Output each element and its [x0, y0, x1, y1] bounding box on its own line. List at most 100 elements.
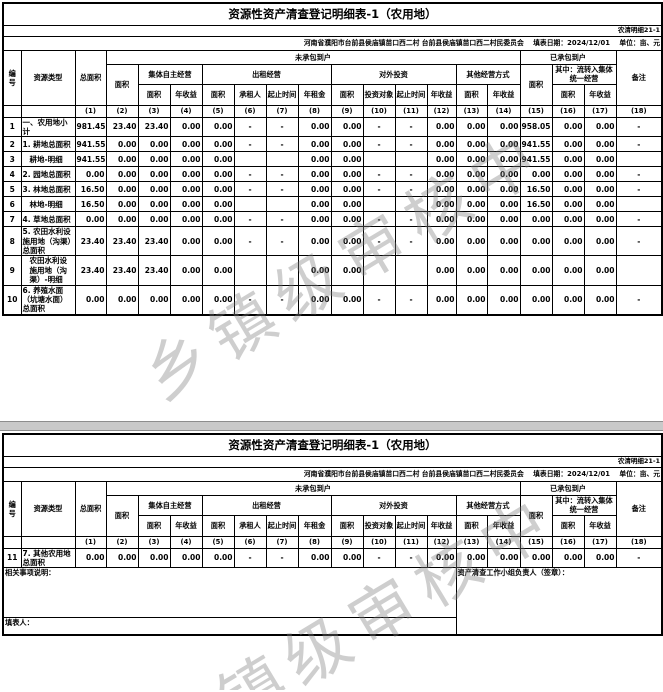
header-annual-income: 年收益 [583, 514, 617, 537]
column-number: (12) [426, 104, 457, 118]
data-cell: 0.00 [486, 547, 521, 569]
data-cell: 0.00 [551, 151, 585, 168]
resource-type-label: 1. 耕地总面积 [20, 136, 76, 153]
row-number: 9 [2, 255, 22, 286]
data-cell: 0.00 [583, 181, 617, 198]
data-cell: - [394, 547, 428, 569]
data-cell: 0.00 [74, 547, 107, 569]
data-cell: 0.00 [330, 226, 364, 257]
data-cell: 16.50 [519, 181, 553, 198]
data-cell: 0.00 [201, 116, 235, 138]
data-cell: 0.00 [201, 166, 235, 183]
data-cell: 0.00 [583, 151, 617, 168]
form-filler-section: 填表人： [2, 617, 457, 636]
data-cell: - [265, 211, 299, 228]
org-name: 河南省濮阳市台前县侯庙镇苗口西二村 台前县侯庙镇苗口西二村民委员会 [303, 38, 524, 47]
data-cell: 0.00 [74, 166, 107, 183]
data-cell: 0.00 [455, 136, 488, 153]
data-cell: 0.00 [201, 547, 235, 569]
column-number: (1) [74, 535, 107, 549]
header-col-no: 编 号 [2, 480, 22, 537]
header-start-end-time: 起止时间 [394, 83, 428, 106]
data-cell: 0.00 [137, 547, 171, 569]
data-cell: 0.00 [426, 181, 457, 198]
table-row: 4 2. 园地总面积 0.00 0.00 0.00 0.00 0.00- -0.00 0.00-… [2, 166, 663, 183]
data-cell: 0.00 [201, 136, 235, 153]
header-renter: 承租人 [233, 83, 267, 106]
fill-date: 填表日期：2024/12/01 [533, 38, 610, 47]
data-cell: 0.00 [455, 116, 488, 138]
column-number: (13) [455, 535, 488, 549]
data-cell: 941.55 [74, 151, 107, 168]
column-number: (6) [233, 104, 267, 118]
resource-type-label: 农田水利设施用地（沟渠）-明细 [20, 255, 76, 286]
header-area: 面积 [551, 83, 585, 106]
data-cell: 23.40 [105, 255, 139, 286]
column-number: (5) [201, 535, 235, 549]
data-cell: 0.00 [426, 196, 457, 213]
data-cell: 0.00 [137, 136, 171, 153]
data-cell: 0.00 [74, 284, 107, 316]
data-cell: 0.00 [330, 284, 364, 316]
header-annual-rent: 年租金 [297, 514, 332, 537]
data-cell: - [394, 116, 428, 138]
data-cell: 0.00 [486, 196, 521, 213]
header-area: 面积 [137, 83, 171, 106]
data-cell: - [394, 284, 428, 316]
empty-cell [2, 535, 22, 549]
data-cell [265, 255, 299, 286]
data-cell: 0.00 [105, 284, 139, 316]
header-resource-type: 资源类型 [20, 480, 76, 537]
row-number: 4 [2, 166, 22, 183]
data-cell: 0.00 [486, 284, 521, 316]
data-cell: - [615, 166, 663, 183]
column-number: (13) [455, 104, 488, 118]
data-cell: 0.00 [426, 255, 457, 286]
header-area: 面积 [455, 514, 488, 537]
row-number: 5 [2, 181, 22, 198]
header-area: 面积 [201, 514, 235, 537]
data-cell: 0.00 [330, 151, 364, 168]
data-cell: - [615, 284, 663, 316]
data-cell: - [394, 181, 428, 198]
column-number: (5) [201, 104, 235, 118]
column-number: (2) [105, 104, 139, 118]
data-cell: 16.50 [519, 196, 553, 213]
data-cell: 0.00 [169, 211, 203, 228]
unit-label: 单位：亩、元 [619, 469, 661, 478]
header-annual-income: 年收益 [486, 83, 521, 106]
form-info-line: 河南省濮阳市台前县侯庙镇苗口西二村 台前县侯庙镇苗口西二村民委员会 填表日期：2… [2, 35, 663, 51]
header-area: 面积 [519, 494, 553, 537]
data-cell: 0.00 [297, 181, 332, 198]
data-cell: 0.00 [169, 116, 203, 138]
header-rental-mgmt: 出租经营 [201, 494, 332, 516]
data-cell: 0.00 [551, 226, 585, 257]
data-cell: 0.00 [583, 211, 617, 228]
form-info-line: 河南省濮阳市台前县侯庙镇苗口西二村 台前县侯庙镇苗口西二村民委员会 填表日期：2… [2, 466, 663, 482]
notes-section: 相关事项说明： [2, 567, 457, 619]
data-cell: - [394, 136, 428, 153]
form-code: 农清明细21-1 [2, 24, 663, 37]
data-cell: 16.50 [74, 181, 107, 198]
column-number: (7) [265, 104, 299, 118]
column-number: (12) [426, 535, 457, 549]
data-cell: 0.00 [486, 166, 521, 183]
data-cell: - [265, 166, 299, 183]
data-cell: - [233, 284, 267, 316]
header-external-investment: 对外投资 [330, 63, 457, 85]
leader-signature-section: 资产清查工作小组负责人（签章）： [455, 567, 663, 636]
table-row: 6 林地-明细 16.50 0.00 0.00 0.00 0.00 0.00 0.00 0.00 0… [2, 196, 663, 213]
data-cell: 981.45 [74, 116, 107, 138]
form-code: 农清明细21-1 [2, 455, 663, 468]
data-cell: 0.00 [137, 166, 171, 183]
resource-asset-table-page2: 资源性资产清查登记明细表-1（农用地） 农清明细21-1 河南省濮阳市台前县侯庙… [2, 433, 663, 636]
header-allocated-group: 已承包到户 [519, 49, 617, 65]
data-cell: 23.40 [105, 226, 139, 257]
table-row: 10 6. 养殖水面（坑塘水面）总面积 0.00 0.00 0.00 0.00 0.00- -… [2, 284, 663, 316]
data-cell: 23.40 [74, 255, 107, 286]
header-resource-type: 资源类型 [20, 49, 76, 106]
data-cell: - [265, 116, 299, 138]
data-cell: 0.00 [201, 226, 235, 257]
header-collective-self-mgmt: 集体自主经营 [137, 494, 203, 516]
column-number: (6) [233, 535, 267, 549]
